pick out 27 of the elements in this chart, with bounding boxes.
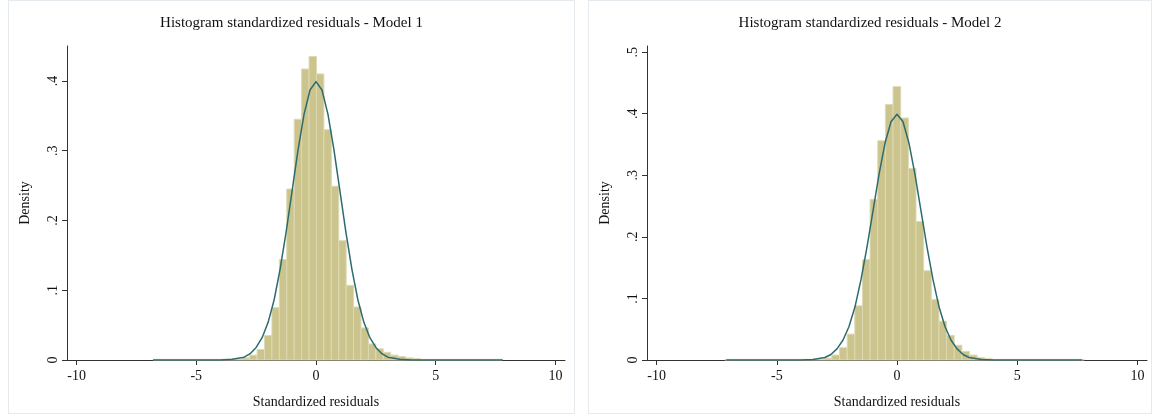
chart-title: Histogram standardized residuals - Model 1 [160, 13, 423, 30]
y-tick-label: .2 [624, 231, 640, 243]
y-tick-label: .5 [624, 46, 640, 58]
chart-title: Histogram standardized residuals - Model 2 [738, 13, 1002, 30]
x-tick-label: 0 [312, 367, 320, 383]
x-tick-label: -10 [647, 367, 666, 383]
y-tick-label: .4 [44, 75, 60, 87]
y-tick-label: .4 [624, 108, 640, 119]
x-tick-label: 10 [1130, 367, 1145, 383]
x-axis-title: Standardized residuals [252, 393, 380, 409]
y-tick-label: .3 [624, 170, 640, 181]
y-axis-title: Density [596, 181, 612, 225]
x-tick-label: 0 [893, 367, 901, 383]
y-tick-label: .1 [624, 293, 640, 304]
y-tick-label: 0 [624, 356, 640, 364]
y-tick-label: .3 [44, 145, 60, 156]
x-tick-label: -10 [67, 367, 86, 383]
x-tick-label: 5 [432, 367, 440, 383]
y-tick-label: .2 [44, 215, 60, 226]
x-tick-label: -5 [190, 367, 203, 383]
y-tick-label: .1 [44, 284, 60, 296]
x-axis-title: Standardized residuals [833, 393, 961, 409]
x-tick-label: -5 [770, 367, 783, 383]
x-tick-label: 10 [548, 367, 563, 383]
y-tick-label: 0 [44, 356, 60, 364]
y-axis-title: Density [16, 181, 32, 225]
x-tick-label: 5 [1013, 367, 1021, 383]
